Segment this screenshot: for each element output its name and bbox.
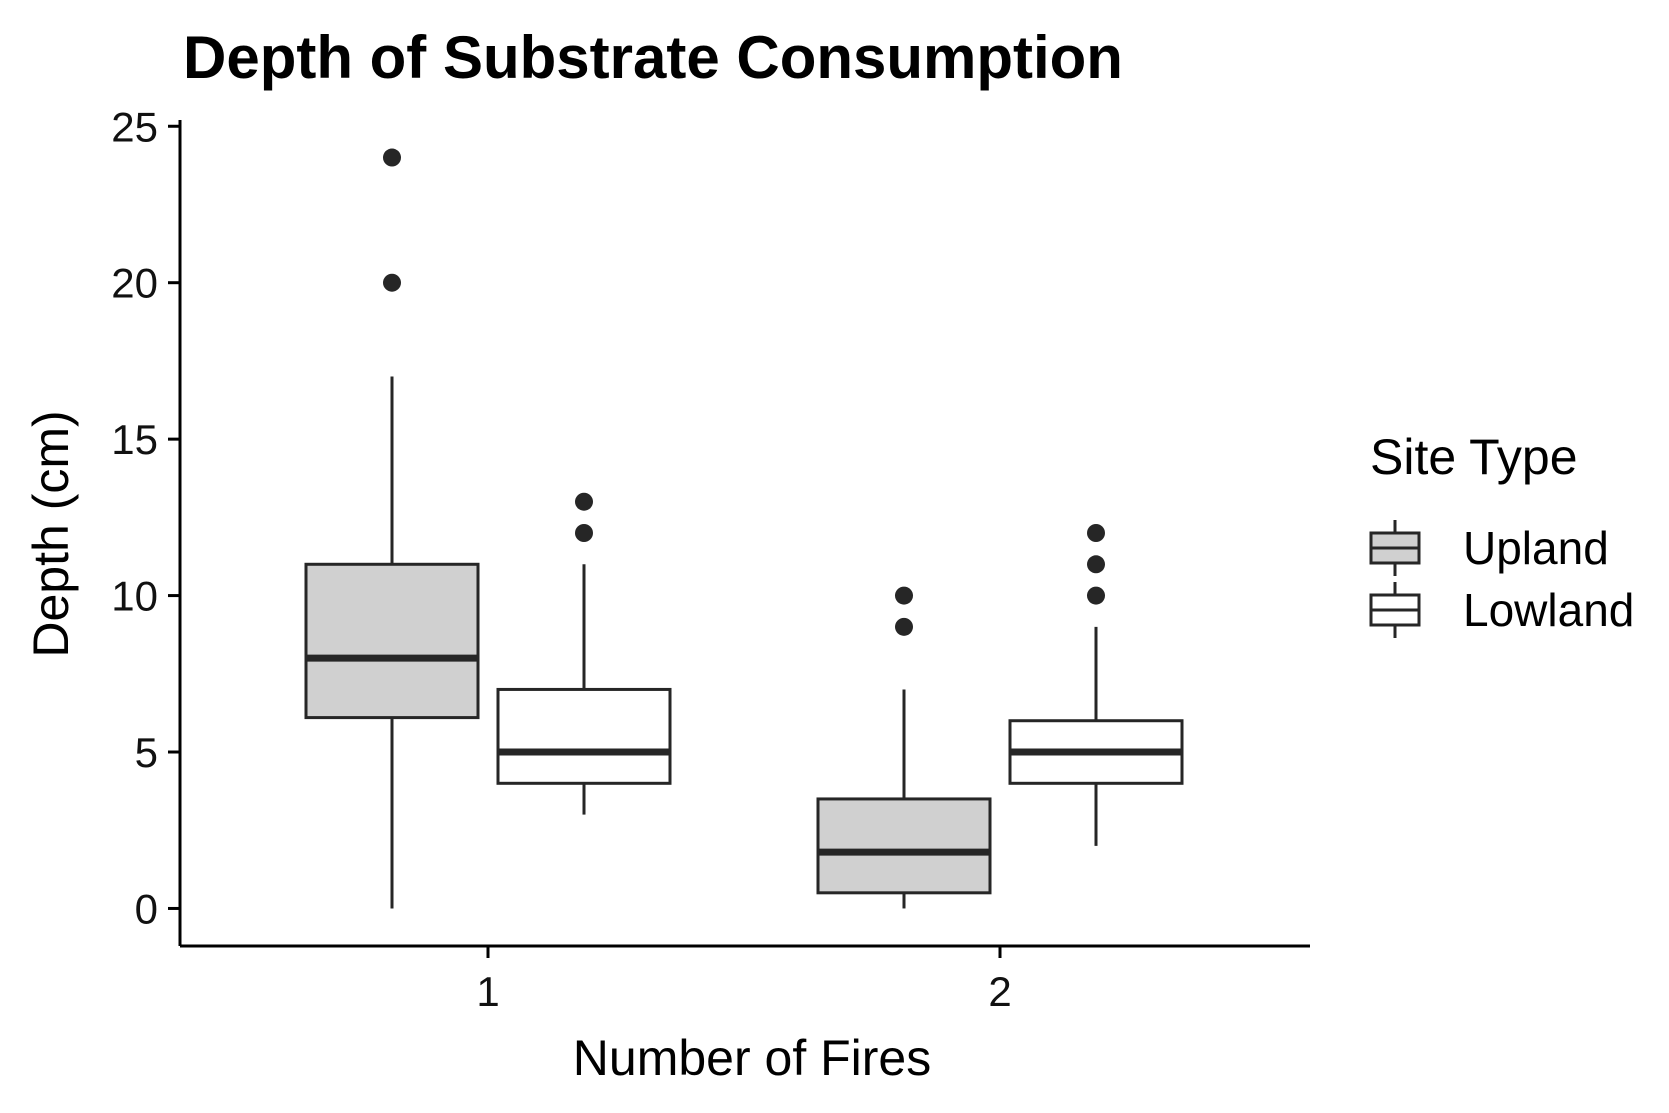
- box-lowland-2: [1008, 524, 1184, 846]
- box-upland-1: [304, 148, 480, 909]
- box-iqr: [816, 797, 992, 895]
- outlier-point: [895, 586, 913, 605]
- outlier-point: [1087, 524, 1105, 542]
- y-tick-label: 0: [135, 885, 158, 932]
- x-axis-label: Number of Fires: [573, 1030, 931, 1086]
- chart-title: Depth of Substrate Consumption: [183, 24, 1123, 91]
- legend-item-upland: Upland: [1369, 520, 1609, 576]
- plot-area: 0 5 10 15 20 25 1 2: [111, 103, 1310, 1015]
- y-tick-label: 25: [111, 103, 158, 150]
- box-iqr: [496, 687, 672, 785]
- box-lowland-1: [496, 492, 672, 815]
- y-tick-label: 5: [135, 729, 158, 776]
- legend-label: Lowland: [1463, 584, 1634, 636]
- outlier-point: [895, 617, 913, 636]
- x-tick-label: 1: [476, 968, 499, 1015]
- outlier-point: [383, 148, 401, 167]
- legend: Site Type Upland Lowland: [1369, 429, 1634, 638]
- outlier-point: [575, 492, 593, 511]
- legend-label: Upland: [1463, 522, 1609, 574]
- y-tick-label: 10: [111, 573, 158, 620]
- y-tick-label: 15: [111, 416, 158, 463]
- legend-title: Site Type: [1370, 429, 1578, 485]
- y-tick-label: 20: [111, 260, 158, 307]
- box-iqr: [304, 562, 480, 720]
- outlier-point: [1087, 555, 1105, 574]
- outlier-point: [575, 524, 593, 542]
- legend-item-lowland: Lowland: [1369, 582, 1634, 638]
- y-axis-label: Depth (cm): [23, 410, 79, 657]
- outlier-point: [1087, 586, 1105, 605]
- outlier-point: [383, 273, 401, 292]
- x-tick-label: 2: [988, 968, 1011, 1015]
- box-upland-2: [816, 586, 992, 909]
